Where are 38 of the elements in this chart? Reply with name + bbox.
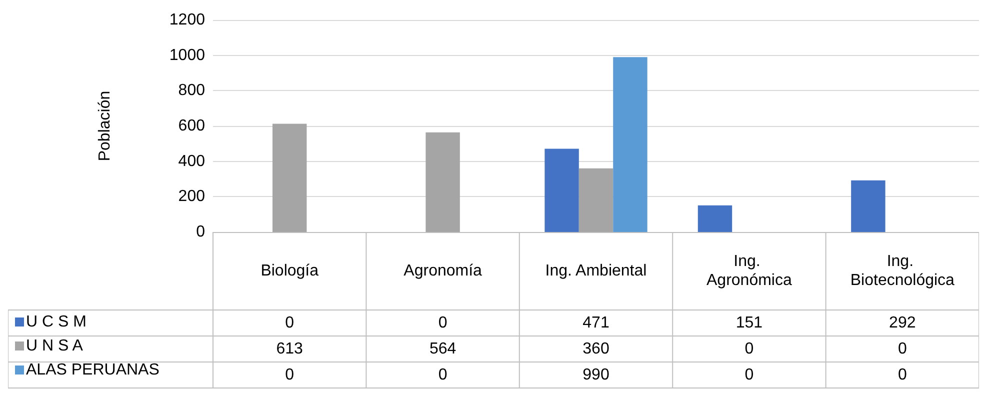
y-tick-label: 0	[196, 224, 206, 240]
data-label: 990	[582, 366, 610, 384]
x-tick-label: Ing. Biotecnológica	[850, 253, 955, 289]
data-label: 471	[582, 314, 610, 332]
y-tick-label: 800	[178, 82, 206, 100]
data-label: 0	[285, 314, 294, 332]
legend-label: U N S A	[26, 338, 84, 354]
data-label: 151	[736, 314, 763, 332]
x-tick-label: Ing. Ambiental	[545, 262, 647, 280]
y-tick-label: 200	[178, 188, 206, 206]
data-label: 0	[898, 366, 907, 384]
data-label: 360	[582, 340, 610, 358]
bar	[544, 148, 579, 232]
data-label: 0	[898, 340, 907, 358]
x-tick-label: Agronomía	[404, 262, 482, 280]
x-tick-label: Biología	[260, 262, 319, 280]
y-tick-label: 400	[178, 152, 206, 170]
data-label: 0	[744, 340, 754, 358]
bar	[698, 205, 732, 232]
data-label: 613	[276, 340, 304, 358]
data-label: 0	[285, 366, 294, 384]
data-label: 0	[438, 314, 448, 332]
y-tick-label: 600	[178, 118, 206, 134]
y-tick-label: 1200	[169, 12, 206, 28]
data-label: 0	[744, 366, 754, 384]
data-label: 292	[889, 314, 916, 332]
y-tick-label: 1000	[169, 46, 206, 64]
legend-label: ALAS PERUANAS	[26, 362, 160, 378]
bar	[272, 124, 307, 232]
y-axis-title: Población	[96, 90, 114, 162]
x-tick-label: Ing. Agronómica	[706, 253, 792, 289]
bar	[426, 132, 460, 232]
bar	[613, 57, 648, 232]
data-label: 0	[438, 366, 448, 384]
bar	[578, 168, 614, 232]
data-label: 564	[429, 340, 456, 358]
bar	[851, 180, 886, 232]
legend-label: U C S M	[26, 314, 86, 330]
